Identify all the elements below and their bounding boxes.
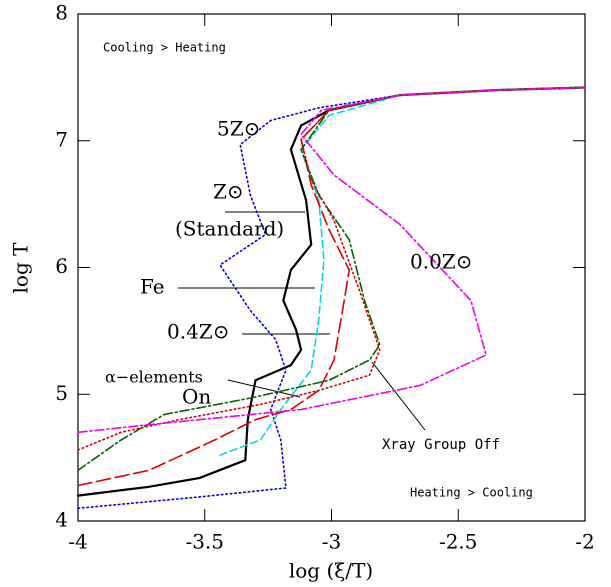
pointer	[371, 361, 426, 431]
x-tick-label: -2.5	[439, 530, 478, 554]
y-tick-label: 8	[55, 1, 68, 25]
series-label: 0.4Z⊙	[167, 320, 229, 344]
x-tick-label: -2	[575, 530, 594, 554]
series-line	[77, 86, 586, 510]
y-tick-label: 4	[55, 508, 68, 532]
x-tick-label: -3	[322, 530, 341, 554]
series-label: α−elements	[105, 368, 203, 387]
pointer	[227, 379, 301, 398]
series-label: 0.0Z⊙	[410, 250, 472, 274]
annotation: On	[182, 385, 211, 409]
annotation: Heating > Cooling	[410, 486, 533, 500]
annotation: (Standard)	[175, 217, 284, 241]
x-tick-label: -4	[68, 530, 87, 554]
y-axis-label: log T	[9, 242, 33, 294]
series-label: Xray Group Off	[382, 437, 500, 453]
series-line	[77, 86, 586, 451]
annotation: Cooling > Heating	[103, 41, 226, 55]
series-label: 5Z⊙	[217, 117, 260, 141]
series-label: Z⊙	[213, 180, 244, 204]
y-tick-label: 7	[55, 127, 68, 151]
y-tick-label: 5	[55, 381, 68, 405]
x-axis-label: log (ξ/T)	[289, 559, 373, 583]
series-line	[77, 86, 586, 434]
y-tick-label: 6	[55, 254, 68, 278]
pointers	[178, 211, 426, 431]
series-line	[219, 86, 586, 456]
series-label: Fe	[140, 275, 165, 299]
x-tick-label: -3.5	[185, 530, 224, 554]
